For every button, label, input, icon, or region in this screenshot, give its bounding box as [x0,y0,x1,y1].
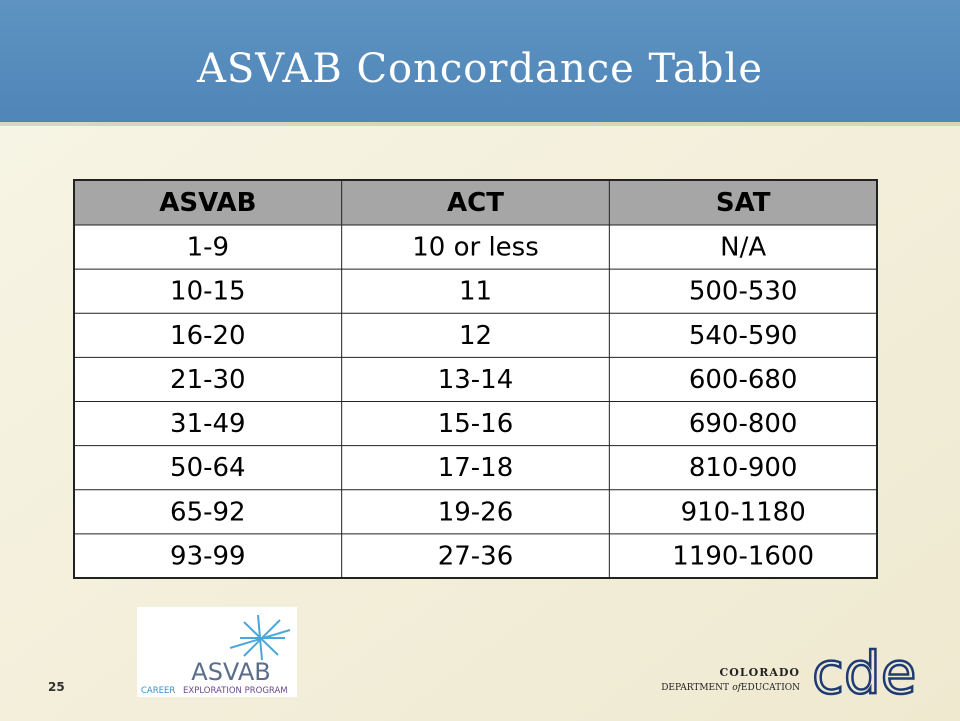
header-row [74,180,877,225]
table-cell: 10 or less [412,233,539,263]
logo-box [137,607,297,697]
cde-mark: cde [812,639,916,707]
table-cell: 17-18 [438,453,514,483]
column-header: SAT [716,188,771,218]
cde-department: DEPARTMENT [661,683,729,693]
logo-name: ASVAB [191,658,270,686]
table-body [74,180,877,578]
page-number: 25 [48,680,65,694]
table-cell: 65-92 [170,497,246,527]
table-cell: 910-1180 [681,497,806,527]
table-cell: 16-20 [170,321,246,351]
table-cell: 1-9 [187,233,229,263]
cde-state: COLORADO [720,666,800,679]
column-header: ASVAB [159,188,256,218]
logo-career: CAREER [141,686,175,696]
table-cell: 540-590 [689,321,798,351]
table-cell: 1190-1600 [672,541,814,571]
table-cell: 93-99 [170,541,246,571]
cde-of: of [732,683,742,693]
table-border [73,179,878,579]
table-cell: 11 [459,277,492,307]
table-cell: 19-26 [438,497,514,527]
table-cell: N/A [720,233,766,263]
cde-education: EDUCATION [741,683,800,693]
concordance-table: ASVAB ACT SAT 1-9 10 or less N/A 10-15 11 500-53… [73,179,878,579]
table-cell: 10-15 [170,277,246,307]
cde-logo: COLORADO DEPARTMENT of EDUCATION cde [661,638,917,709]
logo-program: EXPLORATION PROGRAM [183,686,288,696]
column-header: ACT [447,188,504,218]
table-cell: 13-14 [438,365,514,395]
table-cell: 12 [459,321,492,351]
table-cell: 21-30 [170,365,246,395]
table-cell: 27-36 [438,541,514,571]
header-band [0,0,960,122]
header-shadow [0,122,960,126]
slide-title: ASVAB Concordance Table [196,46,763,92]
asvab-logo: ASVAB CAREER EXPLORATION PROGRAM [137,607,297,697]
table-cell: 690-800 [689,409,798,439]
table-cell: 31-49 [170,409,246,439]
table-cell: 500-530 [689,277,798,307]
table-cell: 15-16 [438,409,514,439]
table-cell: 810-900 [689,453,798,483]
table-cell: 50-64 [170,453,246,483]
table-cell: 600-680 [689,365,798,395]
logo-star [229,614,291,661]
